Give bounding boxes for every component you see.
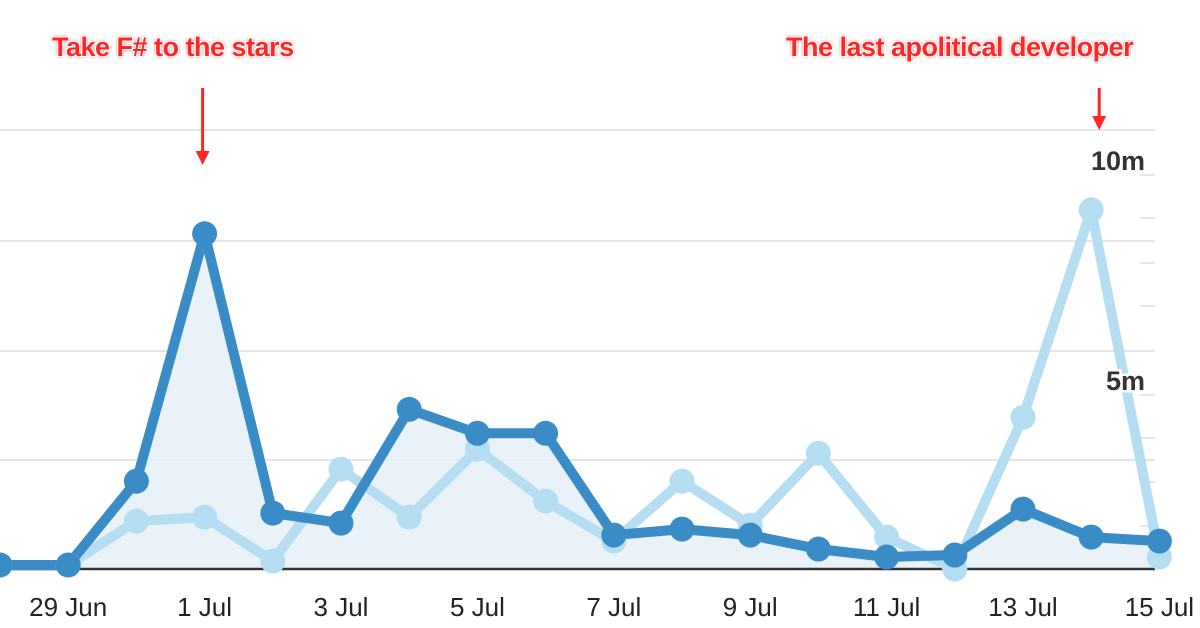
y-tick-label: 5m: [1106, 366, 1145, 396]
annotation-take-fsharp: Take F# to the stars: [52, 32, 294, 62]
x-tick-label: 29 Jun: [29, 592, 107, 622]
data-point-0-4: [260, 500, 286, 526]
data-point-1-16: [1078, 197, 1104, 223]
y-tick-label: 10m: [1091, 146, 1145, 176]
x-tick-labels: 29 Jun 1 Jul 3 Jul 5 Jul 7 Jul 9 Jul 11 Jul 13 …: [29, 592, 1194, 622]
data-point-1-15: [1010, 404, 1036, 430]
data-point-0-0: [0, 552, 13, 578]
data-point-1-4: [260, 548, 286, 574]
data-point-1-6: [396, 504, 422, 530]
data-point-0-11: [737, 522, 763, 548]
data-point-0-8: [533, 420, 559, 446]
data-point-0-12: [805, 536, 831, 562]
x-tick-label: 1 Jul: [177, 592, 232, 622]
annotation-arrows: [195, 88, 1107, 165]
data-point-0-7: [464, 420, 490, 446]
data-point-0-1: [55, 552, 81, 578]
data-point-0-2: [123, 468, 149, 494]
data-point-0-15: [1010, 496, 1036, 522]
data-point-0-9: [601, 522, 627, 548]
data-point-1-3: [192, 504, 218, 530]
x-tick-label: 15 Jul: [1125, 592, 1194, 622]
annotation-arrow-head: [195, 151, 210, 165]
data-point-0-16: [1078, 524, 1104, 550]
x-tick-label: 3 Jul: [314, 592, 369, 622]
y-tick-labels: 5m 10m: [1088, 144, 1147, 399]
x-tick-label: 9 Jul: [723, 592, 778, 622]
data-point-0-5: [328, 510, 354, 536]
series-points: [0, 197, 1172, 582]
data-point-1-12: [805, 440, 831, 466]
annotation-last-apolitical-developer: The last apolitical developer: [786, 32, 1134, 62]
data-point-1-8: [533, 488, 559, 514]
data-point-0-13: [874, 544, 900, 570]
data-point-1-5: [328, 456, 354, 482]
x-tick-label: 5 Jul: [450, 592, 505, 622]
data-point-0-3: [192, 221, 218, 247]
data-point-1-2: [123, 508, 149, 534]
data-point-1-10: [669, 468, 695, 494]
series-line-0: [0, 228, 1165, 570]
x-tick-label: 11 Jul: [853, 592, 920, 622]
x-tick-label: 7 Jul: [586, 592, 641, 622]
data-point-0-17: [1146, 528, 1172, 554]
data-point-0-10: [669, 516, 695, 542]
data-point-1-13: [874, 524, 900, 550]
data-point-0-6: [396, 396, 422, 422]
data-point-0-14: [942, 542, 968, 568]
x-tick-label: 13 Jul: [988, 592, 1057, 622]
annotation-arrow-head: [1092, 116, 1107, 130]
